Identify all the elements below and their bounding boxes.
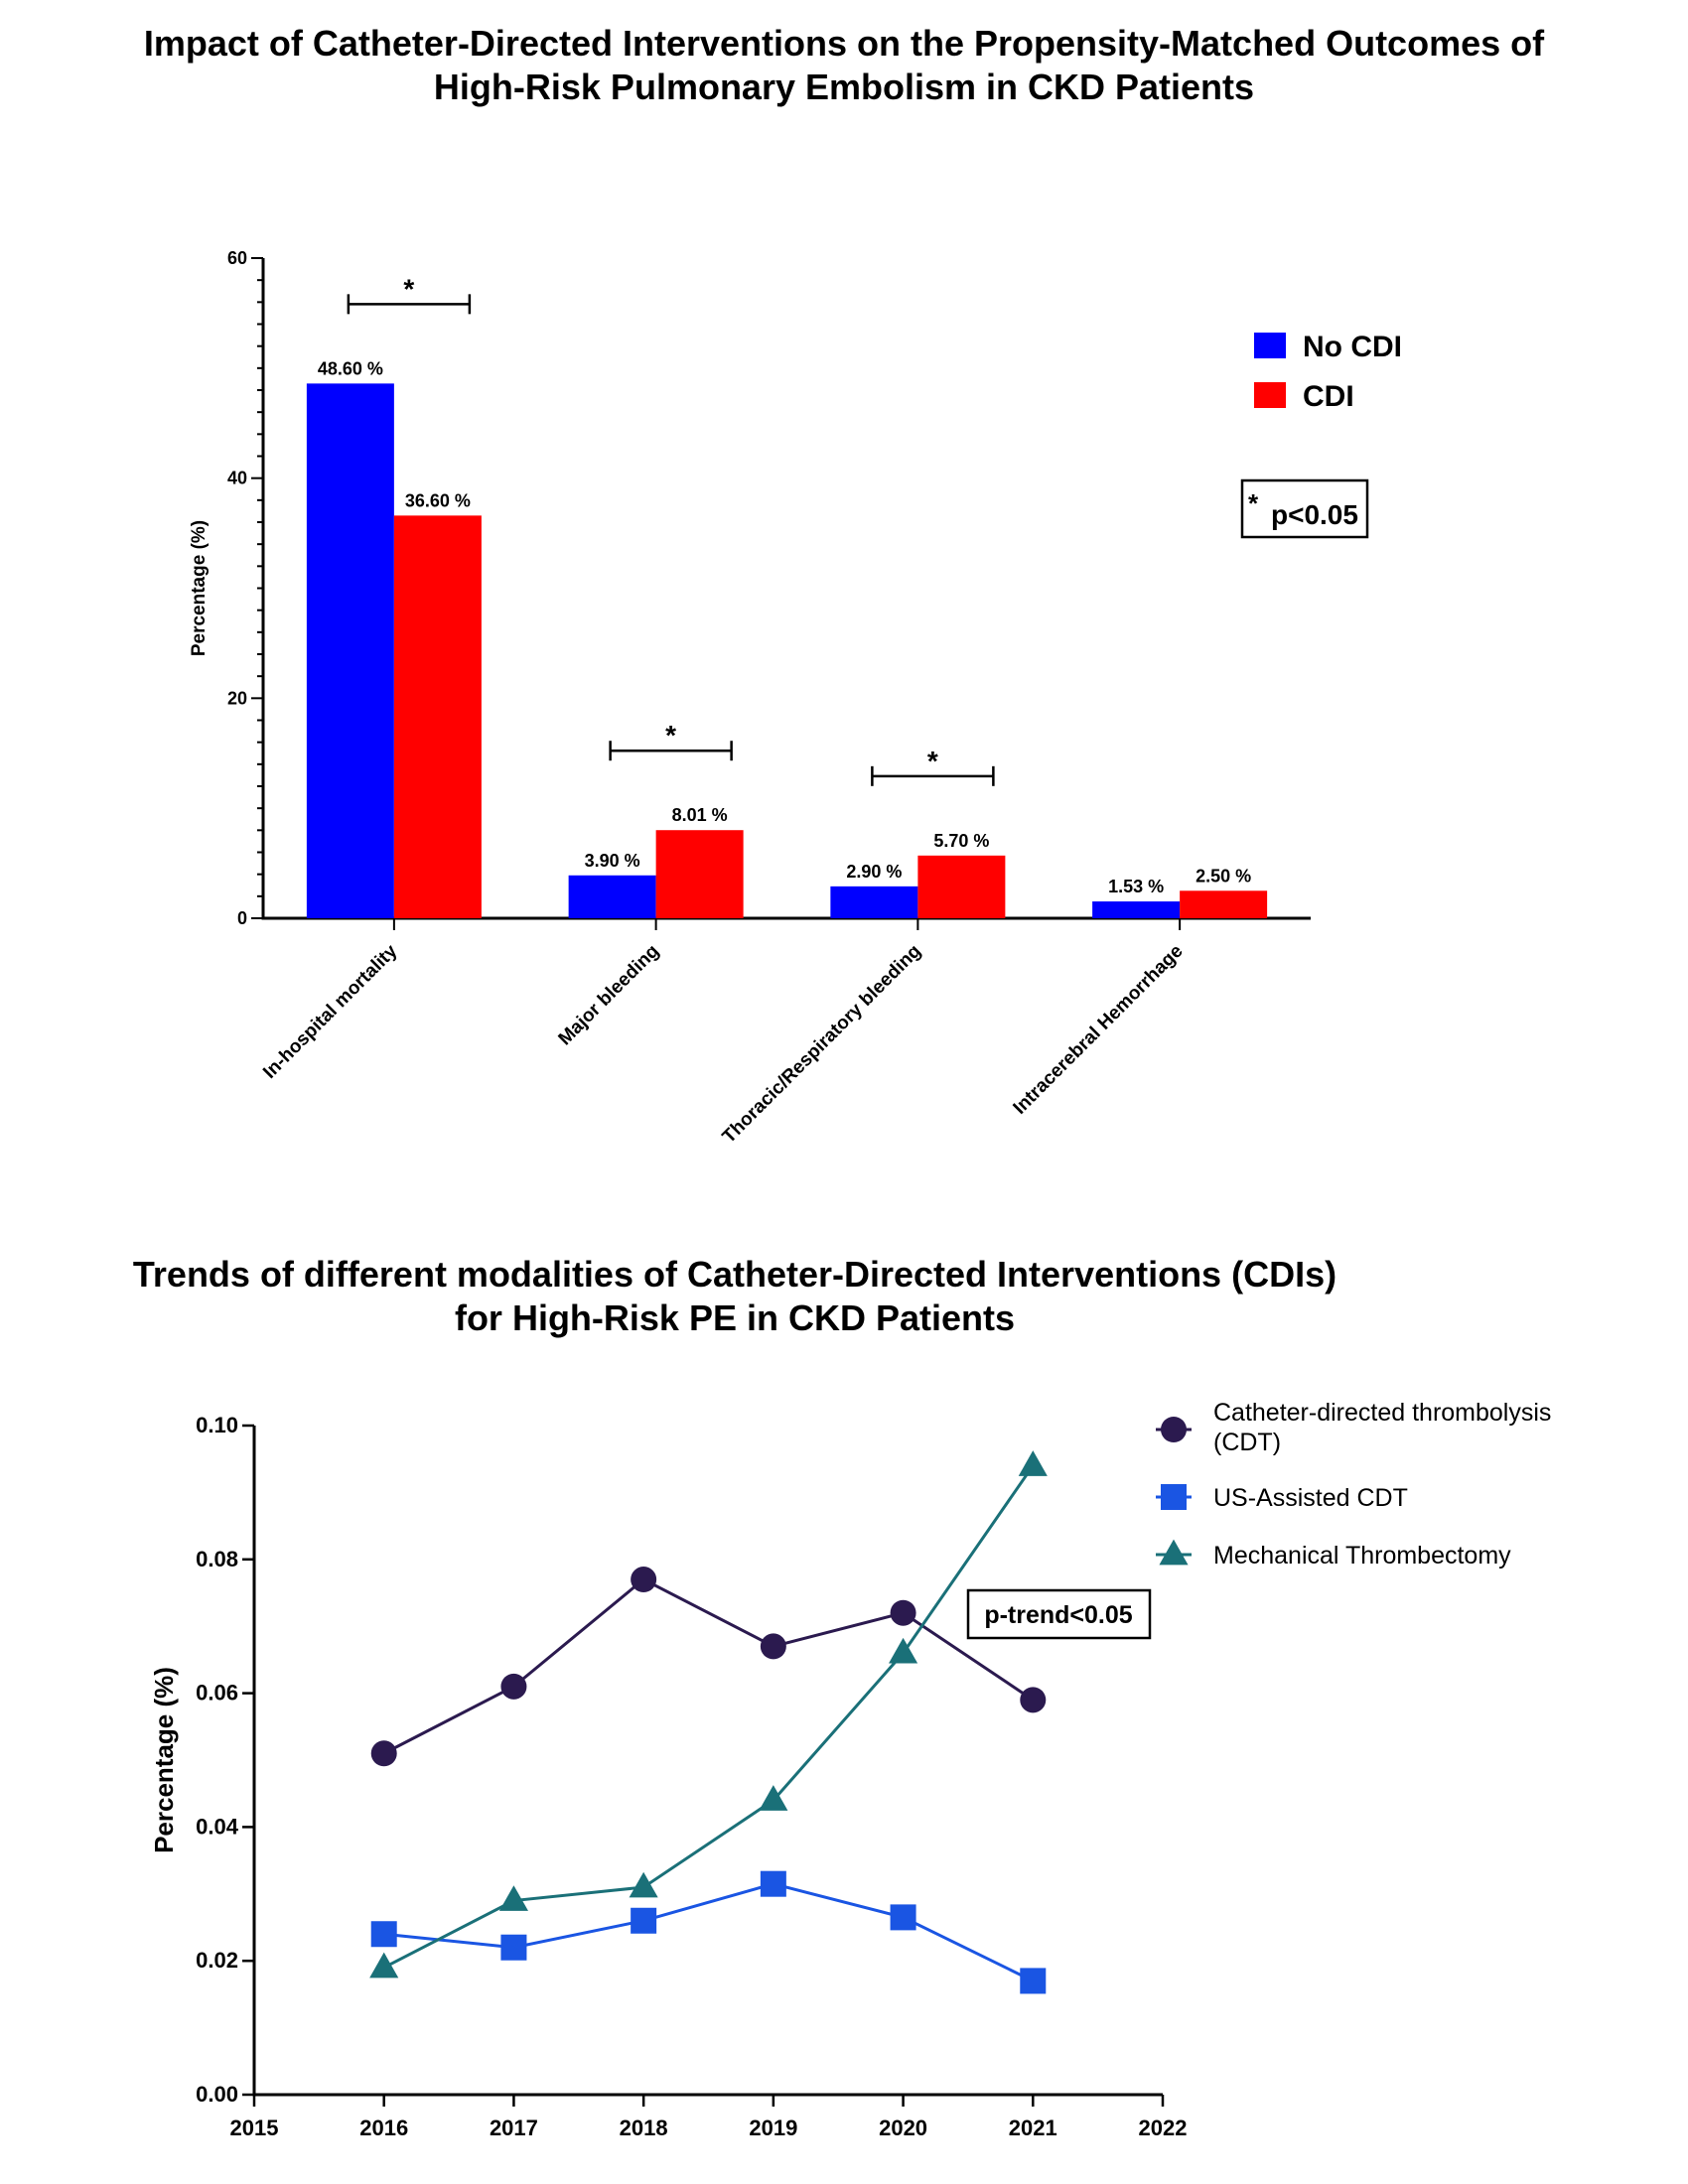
data-point-square bbox=[631, 1907, 657, 1934]
line-x-tick-label: 2021 bbox=[1009, 2116, 1057, 2140]
bar-data-label: 8.01 % bbox=[672, 805, 728, 825]
line-legend-marker bbox=[1161, 1484, 1187, 1510]
data-point-triangle bbox=[759, 1785, 788, 1811]
line-y-tick-label: 0.00 bbox=[196, 2082, 238, 2107]
line-chart-title: Trends of different modalities of Cathet… bbox=[0, 1253, 1470, 1340]
data-point-circle bbox=[1020, 1687, 1047, 1713]
bar-chart-title: Impact of Catheter-Directed Intervention… bbox=[0, 22, 1688, 109]
line-legend-label: Mechanical Thrombectomy bbox=[1213, 1542, 1511, 1570]
bar-y-tick-label: 20 bbox=[227, 688, 247, 708]
data-point-circle bbox=[500, 1673, 527, 1700]
bar-data-label: 2.50 % bbox=[1196, 866, 1251, 886]
bar-legend-swatch bbox=[1254, 382, 1286, 408]
bar-no-cdi bbox=[568, 875, 656, 918]
line-y-tick-label: 0.06 bbox=[196, 1681, 238, 1706]
bar-data-label: 2.90 % bbox=[846, 862, 902, 882]
bar-category-label: Thoracic/Respiratory bleeding bbox=[719, 941, 925, 1148]
bar-data-label: 1.53 % bbox=[1108, 877, 1164, 896]
line-x-tick-label: 2020 bbox=[879, 2116, 927, 2140]
bar-cdi bbox=[393, 515, 482, 918]
line-x-tick-label: 2017 bbox=[490, 2116, 538, 2140]
data-point-square bbox=[1020, 1968, 1047, 1994]
significance-note-star: * bbox=[1248, 488, 1259, 518]
bar-no-cdi bbox=[1092, 901, 1181, 918]
bar-chart-title-line2: High-Risk Pulmonary Embolism in CKD Pati… bbox=[433, 67, 1255, 107]
data-point-circle bbox=[760, 1633, 786, 1660]
bar-data-label: 36.60 % bbox=[405, 490, 471, 510]
bar-data-label: 48.60 % bbox=[318, 358, 383, 378]
line-x-tick-label: 2022 bbox=[1139, 2116, 1188, 2140]
line-x-tick-label: 2019 bbox=[749, 2116, 797, 2140]
data-point-circle bbox=[370, 1740, 397, 1767]
bar-category-label: Intracerebral Hemorrhage bbox=[1010, 941, 1188, 1119]
data-point-triangle bbox=[369, 1952, 399, 1979]
bar-category-label: In-hospital mortality bbox=[259, 940, 402, 1083]
line-chart-title-line2: for High-Risk PE in CKD Patients bbox=[454, 1297, 1016, 1338]
data-point-circle bbox=[890, 1599, 916, 1626]
data-point-square bbox=[500, 1934, 527, 1961]
data-point-circle bbox=[631, 1567, 657, 1593]
significance-star: * bbox=[403, 273, 414, 304]
bar-y-tick-label: 60 bbox=[227, 248, 247, 268]
data-point-triangle bbox=[889, 1637, 918, 1664]
bar-cdi bbox=[917, 855, 1006, 918]
data-point-square bbox=[370, 1921, 397, 1948]
p-trend-box bbox=[966, 1588, 1152, 1640]
line-legend-marker bbox=[1161, 1417, 1187, 1442]
line-legend-label: Catheter-directed thrombolysis bbox=[1213, 1399, 1551, 1427]
line-x-tick-label: 2016 bbox=[359, 2116, 408, 2140]
data-point-triangle bbox=[629, 1871, 658, 1898]
significance-note-box bbox=[1240, 478, 1369, 539]
bar-no-cdi bbox=[306, 383, 394, 919]
line-legend-label: US-Assisted CDT bbox=[1213, 1484, 1408, 1512]
bar-legend-swatch bbox=[1254, 333, 1286, 358]
bar-y-tick-label: 0 bbox=[237, 908, 247, 928]
bar-no-cdi bbox=[830, 886, 918, 918]
bar-legend-label: No CDI bbox=[1303, 331, 1402, 363]
significance-star: * bbox=[927, 746, 938, 776]
data-point-square bbox=[890, 1904, 916, 1931]
data-point-triangle bbox=[498, 1885, 528, 1911]
bar-cdi bbox=[655, 830, 744, 918]
bar-chart-title-line1: Impact of Catheter-Directed Intervention… bbox=[143, 23, 1545, 64]
bar-y-axis-label: Percentage (%) bbox=[189, 520, 210, 656]
bar-data-label: 3.90 % bbox=[585, 851, 640, 871]
line-chart-title-line1: Trends of different modalities of Cathet… bbox=[132, 1254, 1337, 1295]
line-x-tick-label: 2018 bbox=[620, 2116, 668, 2140]
line-y-tick-label: 0.08 bbox=[196, 1547, 238, 1571]
data-point-triangle bbox=[1018, 1450, 1048, 1476]
line-x-tick-label: 2015 bbox=[230, 2116, 279, 2140]
series-line-triangle bbox=[383, 1464, 1035, 1970]
significance-star: * bbox=[665, 720, 676, 751]
line-y-tick-label: 0.02 bbox=[196, 1948, 238, 1973]
significance-note-text: p<0.05 bbox=[1271, 499, 1358, 530]
line-legend-marker bbox=[1159, 1539, 1189, 1566]
bar-legend-label: CDI bbox=[1303, 380, 1354, 413]
series-line-circle bbox=[383, 1577, 1035, 1755]
bar-cdi bbox=[1180, 890, 1268, 918]
series-line-square bbox=[383, 1882, 1034, 1982]
p-trend-annotation: p-trend<0.05 bbox=[984, 1601, 1132, 1629]
line-y-tick-label: 0.04 bbox=[196, 1814, 239, 1839]
data-point-square bbox=[760, 1870, 786, 1897]
bar-chart: 0 20 40 60 Percentage (%) In-hospital mortali… bbox=[189, 248, 1402, 1148]
line-y-tick-label: 0.10 bbox=[196, 1413, 238, 1437]
line-y-axis-label: Percentage (%) bbox=[149, 1667, 179, 1853]
bar-category-label: Major bleeding bbox=[555, 941, 664, 1050]
bar-data-label: 5.70 % bbox=[933, 831, 989, 851]
bar-y-tick-label: 40 bbox=[227, 469, 247, 488]
line-legend-label: (CDT) bbox=[1213, 1429, 1281, 1456]
